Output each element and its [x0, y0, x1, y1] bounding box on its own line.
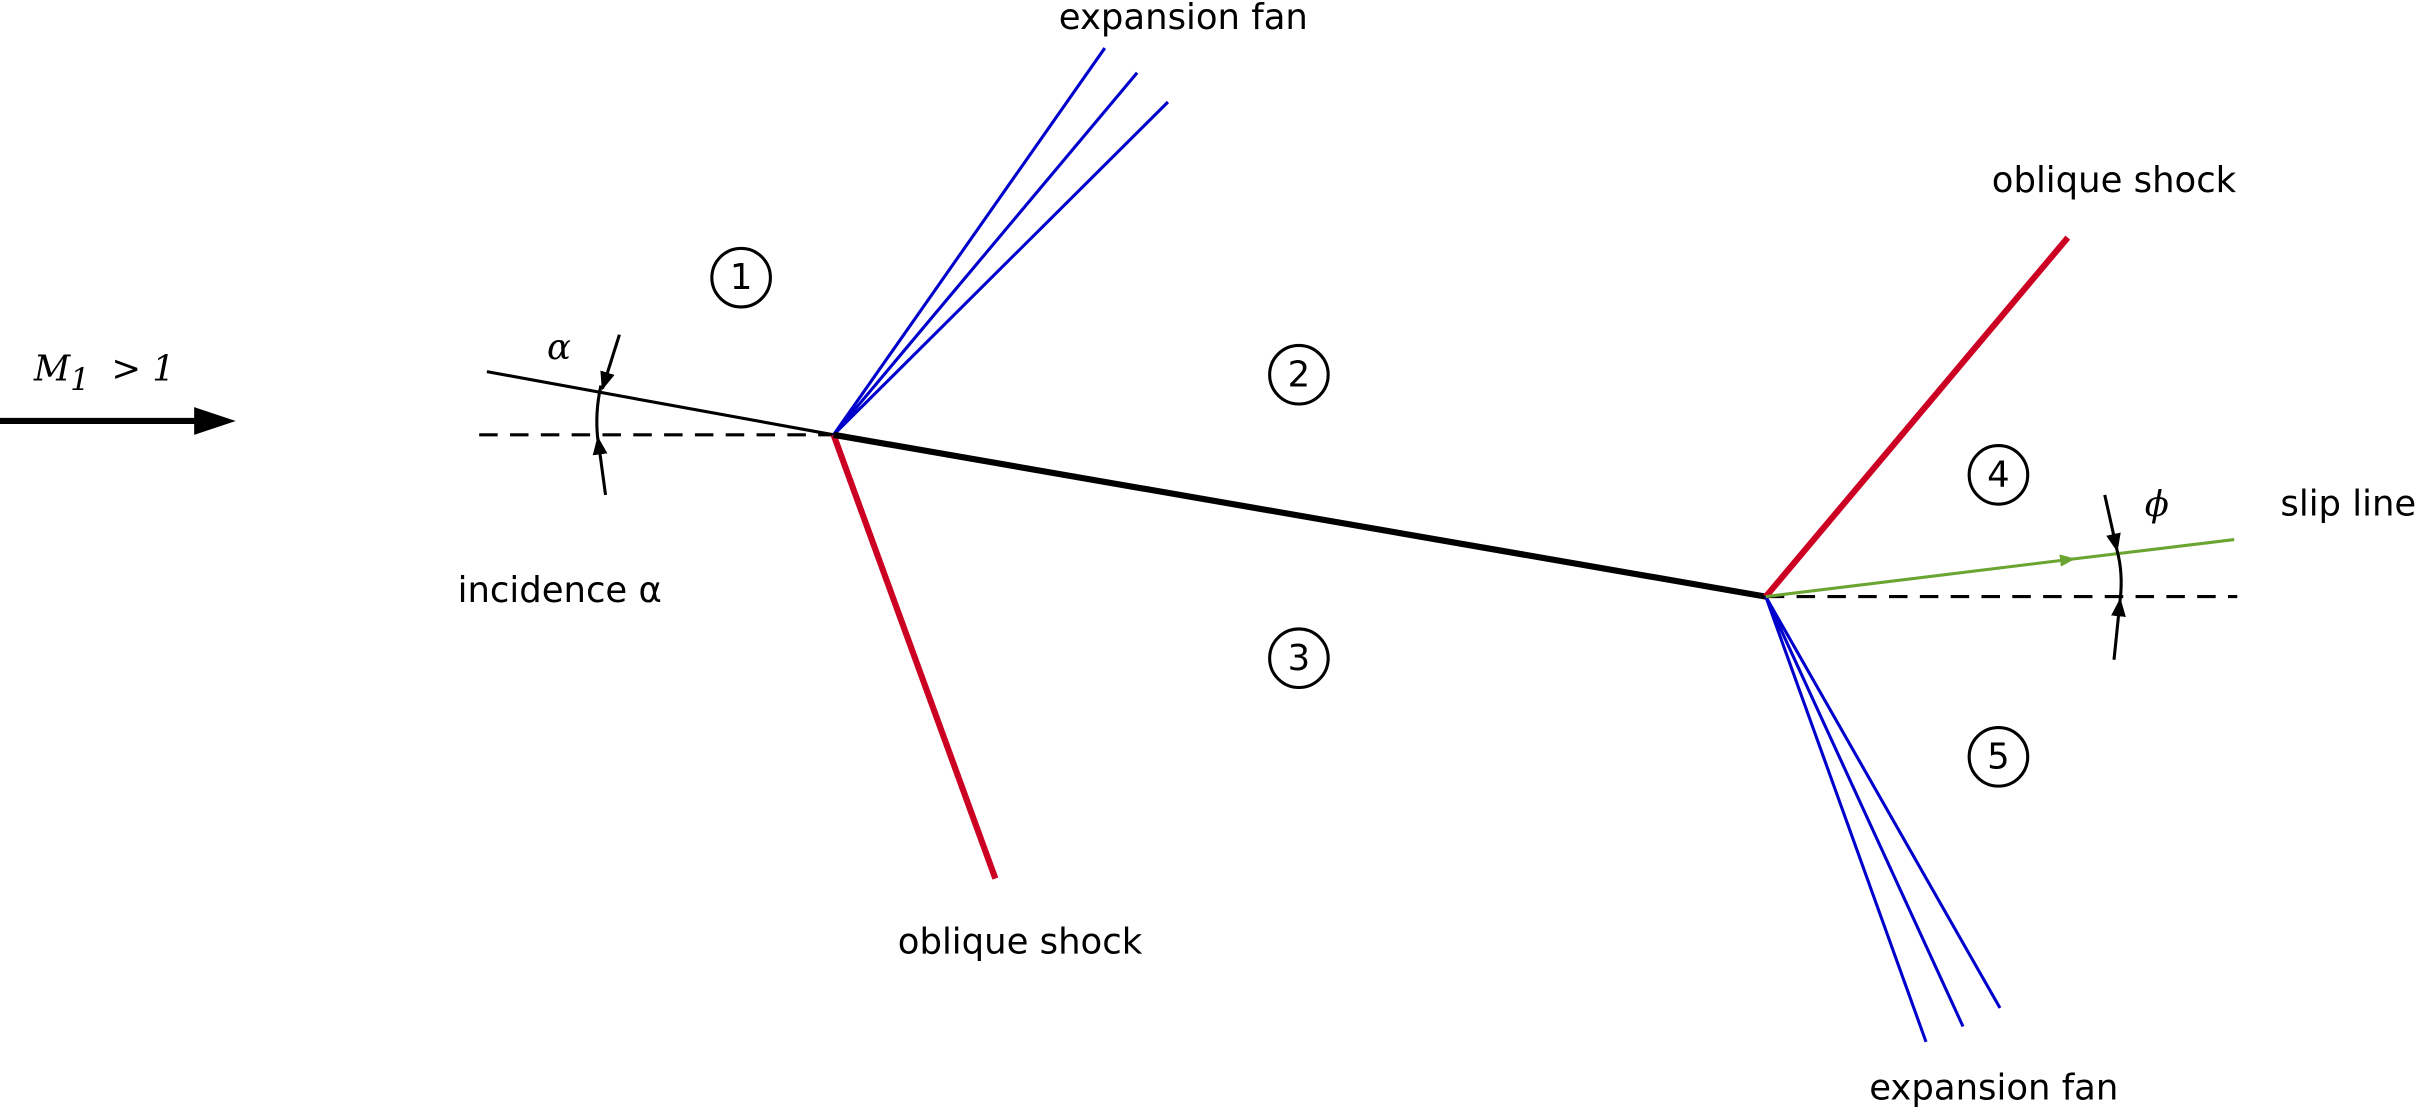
expansion-fan: [1764, 595, 2002, 1043]
incidence-label: incidence α: [458, 570, 662, 611]
region-number: 1: [730, 257, 753, 298]
alpha-arc: [595, 385, 603, 440]
airfoil-leading: [486, 370, 834, 437]
flow-arrowhead: [194, 407, 236, 435]
text: M: [33, 349, 71, 390]
phi-arc: [2115, 549, 2123, 600]
oblique-shock: [830, 433, 999, 880]
region-number: 4: [1987, 454, 2010, 495]
mach-label: M1 > 1: [33, 349, 175, 398]
shock-label: oblique shock: [898, 921, 1143, 962]
slip-line-label: slip line: [2280, 484, 2416, 525]
expansion-fan: [832, 47, 1170, 436]
phi-label: ϕ: [2145, 484, 2169, 525]
fan-label: expansion fan: [1869, 1068, 2118, 1109]
alpha-arrow: [600, 334, 621, 391]
region-number: 3: [1288, 638, 1311, 679]
region-number: 5: [1987, 736, 2010, 777]
alpha-label: α: [547, 327, 571, 368]
phi-arrow: [2103, 494, 2121, 553]
oblique-shock: [1763, 235, 2071, 599]
region-number: 2: [1288, 354, 1311, 395]
shock-label: oblique shock: [1992, 160, 2237, 201]
airfoil-surface: [833, 431, 1767, 600]
text: 1: [70, 361, 90, 397]
fan-label: expansion fan: [1059, 0, 1308, 38]
phi-arrow: [2111, 597, 2126, 660]
alpha-arrow: [592, 436, 608, 496]
region-circles: [710, 246, 2030, 788]
text: > 1: [111, 349, 174, 390]
slip-line: [1765, 538, 2235, 599]
